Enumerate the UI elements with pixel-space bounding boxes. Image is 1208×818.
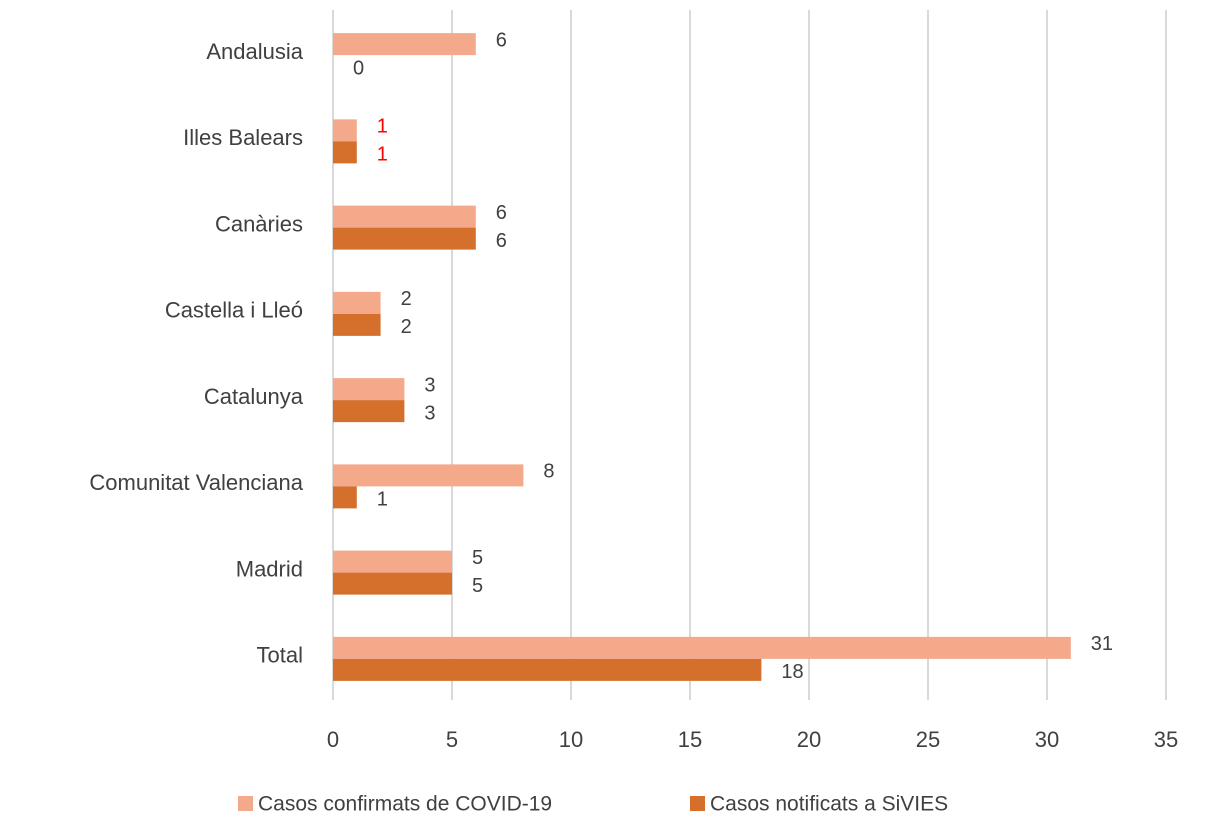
bar [333,636,1071,659]
bar [333,119,357,142]
data-label: 3 [424,374,435,396]
data-label: 18 [781,661,803,683]
data-label: 0 [353,57,364,79]
bar [333,227,476,250]
data-label: 1 [377,116,388,138]
bar [333,378,405,401]
y-tick-label: Madrid [236,556,303,581]
x-tick-label: 10 [559,727,583,752]
data-label: 6 [496,202,507,224]
bar [333,486,357,509]
data-label: 6 [496,230,507,252]
x-tick-label: 0 [327,727,339,752]
x-tick-label: 35 [1154,727,1178,752]
bar [333,33,476,56]
x-tick-label: 15 [678,727,702,752]
bar [333,313,381,336]
bar [333,550,452,573]
y-tick-label: Castella i Lleó [165,298,303,323]
data-label: 2 [401,316,412,338]
y-tick-label: Andalusia [206,39,303,64]
y-tick-label: Total [257,643,303,668]
y-tick-label: Catalunya [204,384,304,409]
data-label: 5 [472,575,483,597]
data-label: 1 [377,489,388,511]
bar [333,464,524,487]
bar [333,572,452,595]
bar [333,141,357,164]
data-label: 31 [1091,633,1113,655]
data-label: 3 [424,402,435,424]
bar [333,205,476,228]
data-label: 6 [496,29,507,51]
legend-swatch [238,796,253,811]
bar [333,658,762,681]
data-label: 5 [472,547,483,569]
bar [333,291,381,314]
data-label: 1 [377,144,388,166]
x-tick-label: 25 [916,727,940,752]
data-label: 2 [401,288,412,310]
y-tick-label: Canàries [215,211,303,236]
legend-swatch [690,796,705,811]
y-tick-label: Comunitat Valenciana [89,470,303,495]
data-label: 8 [543,461,554,483]
x-tick-label: 5 [446,727,458,752]
legend-label: Casos confirmats de COVID-19 [258,793,552,816]
y-tick-label: Illes Balears [183,125,303,150]
x-tick-label: 20 [797,727,821,752]
legend-label: Casos notificats a SiVIES [710,793,948,816]
bar [333,400,405,423]
x-tick-label: 30 [1035,727,1059,752]
